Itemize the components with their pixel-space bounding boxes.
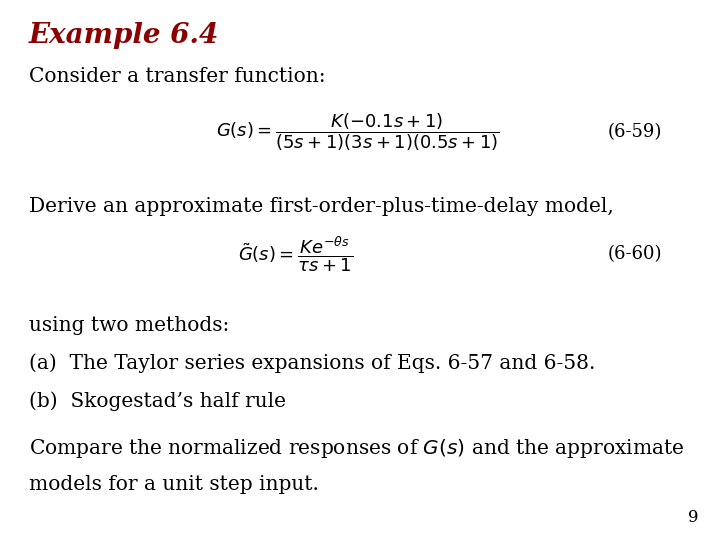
Text: Example 6.4: Example 6.4 bbox=[29, 22, 219, 49]
Text: (6-59): (6-59) bbox=[608, 123, 662, 141]
Text: (a)  The Taylor series expansions of Eqs. 6-57 and 6-58.: (a) The Taylor series expansions of Eqs.… bbox=[29, 354, 595, 373]
Text: (6-60): (6-60) bbox=[608, 245, 662, 263]
Text: Compare the normalized responses of $G(s)$ and the approximate: Compare the normalized responses of $G(s… bbox=[29, 437, 684, 461]
Text: Derive an approximate first-order-plus-time-delay model,: Derive an approximate first-order-plus-t… bbox=[29, 197, 613, 216]
Text: models for a unit step input.: models for a unit step input. bbox=[29, 475, 319, 494]
Text: Consider a transfer function:: Consider a transfer function: bbox=[29, 68, 325, 86]
Text: $\tilde{G}(s)=\dfrac{Ke^{-\theta s}}{\tau s+1}$: $\tilde{G}(s)=\dfrac{Ke^{-\theta s}}{\ta… bbox=[238, 234, 353, 274]
Text: $G(s)=\dfrac{K(-0.1s+1)}{(5s+1)(3s+1)(0.5s+1)}$: $G(s)=\dfrac{K(-0.1s+1)}{(5s+1)(3s+1)(0.… bbox=[216, 111, 500, 153]
Text: 9: 9 bbox=[688, 510, 698, 526]
Text: (b)  Skogestad’s half rule: (b) Skogestad’s half rule bbox=[29, 392, 286, 411]
Text: using two methods:: using two methods: bbox=[29, 316, 229, 335]
